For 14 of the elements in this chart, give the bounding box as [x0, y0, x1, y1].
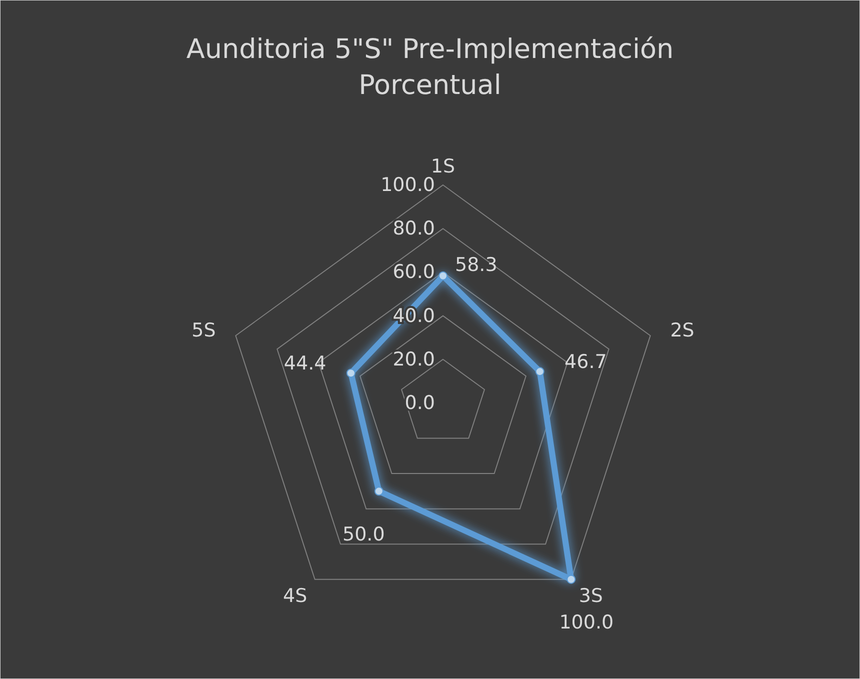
y-tick-label: 60.0 — [392, 261, 435, 284]
chart-title: Aunditoria 5"S" Pre-Implementación Porcentual — [186, 34, 674, 101]
data-label: 44.4 — [284, 352, 326, 375]
spoke-label: 5S — [192, 320, 216, 342]
y-tick-label: 80.0 — [392, 218, 435, 240]
data-label: 50.0 — [342, 523, 385, 546]
data-label: 100.0 — [559, 611, 614, 634]
data-label: 46.7 — [564, 351, 607, 374]
spoke-label: 4S — [283, 585, 308, 608]
y-tick-label: 0.0 — [404, 392, 435, 414]
spoke-label: 2S — [670, 320, 694, 342]
y-tick-label: 20.0 — [392, 348, 435, 370]
spoke-label: 3S — [578, 585, 603, 608]
data-label: 58.3 — [455, 254, 498, 276]
